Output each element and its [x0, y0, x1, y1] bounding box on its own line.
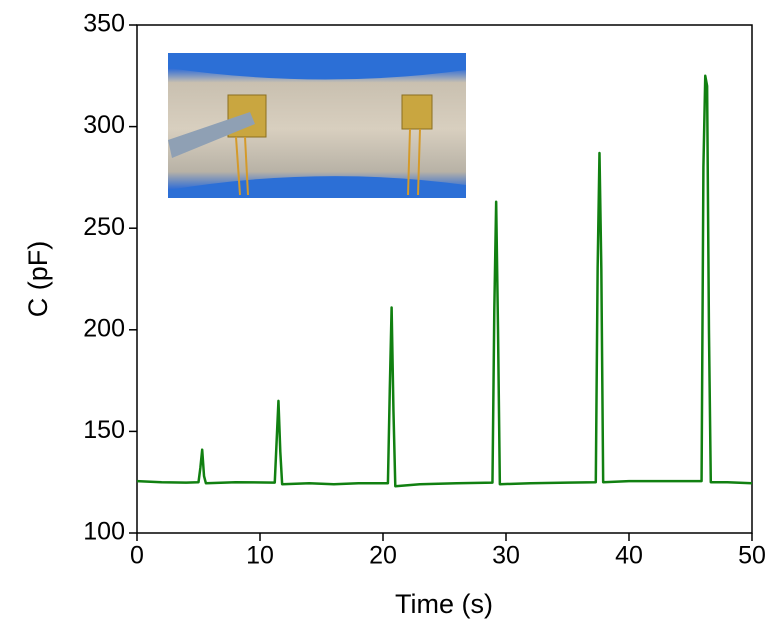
y-axis-label: C (pF) [23, 241, 53, 318]
x-tick-label: 0 [130, 542, 144, 570]
x-tick-label: 30 [492, 542, 520, 570]
y-tick-label: 300 [83, 111, 125, 139]
y-tick-label: 100 [83, 518, 125, 546]
inset-photo [168, 53, 466, 198]
y-tick-label: 250 [83, 213, 125, 241]
x-axis-label: Time (s) [395, 589, 493, 619]
x-tick-label: 40 [615, 542, 643, 570]
plot-frame [136, 24, 753, 534]
x-tick-label: 20 [369, 542, 397, 570]
data-line [136, 74, 753, 488]
y-tick-label: 200 [83, 314, 125, 342]
y-tick-label: 150 [83, 416, 125, 444]
y-tick-label: 350 [83, 10, 125, 38]
x-tick-label: 50 [738, 542, 766, 570]
x-tick-label: 10 [246, 542, 274, 570]
